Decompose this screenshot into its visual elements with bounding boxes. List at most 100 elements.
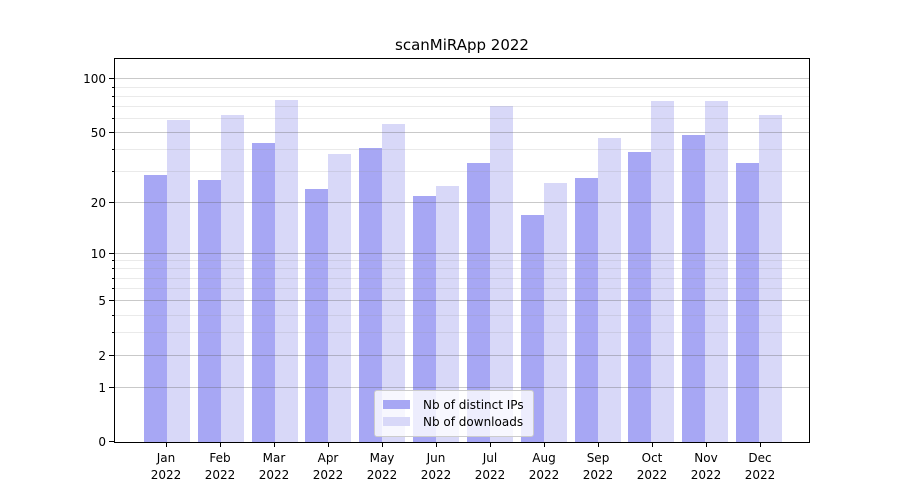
y-tick-mark-20 [109,201,114,203]
bar-group-feb [197,59,244,442]
y-minor-tick-mark-4 [111,314,114,316]
y-tick-mark-50 [109,132,114,134]
bar-dec-downloads [758,115,782,442]
y-tick-label-20: 20 [90,195,106,210]
x-tick-label-sep: Sep 2022 [575,443,621,483]
bar-sep-distinct-ips [574,177,598,442]
bar-nov-downloads [705,100,729,442]
bar-dec-distinct-ips [735,162,759,442]
y-minor-tick-mark-3 [111,332,114,334]
y-tick-mark-100 [109,78,114,80]
x-tick-label-apr: Apr 2022 [305,443,351,483]
bar-jun-distinct-ips [413,195,437,442]
y-tick-label-2: 2 [98,348,106,363]
legend-swatch-downloads [383,417,410,426]
x-tick-label-aug: Aug 2022 [521,443,567,483]
bar-feb-downloads [220,115,244,442]
y-minor-tick-mark-60 [111,118,114,119]
y-minor-tick-mark-90 [111,86,114,88]
x-tick-mark-feb [220,443,221,447]
x-tick-label-jul: Jul 2022 [467,443,513,483]
legend-swatch-distinct-ips [383,400,410,409]
y-minor-tick-mark-40 [111,149,114,151]
x-tick-label-dec: Dec 2022 [737,443,783,483]
x-tick-label-feb: Feb 2022 [197,443,243,483]
bars-layer [115,59,809,442]
bar-feb-distinct-ips [197,180,221,442]
bar-group-may [359,59,406,442]
bar-nov-distinct-ips [682,134,706,442]
x-tick-label-nov: Nov 2022 [683,443,729,483]
y-tick-label-50: 50 [90,126,106,141]
bar-group-dec [735,59,782,442]
y-tick-label-1: 1 [98,380,106,395]
bar-group-aug [520,59,567,442]
bar-group-jul [466,59,513,442]
bar-may-distinct-ips [359,148,383,442]
y-tick-mark-0 [109,441,114,442]
y-minor-tick-mark-8 [111,268,114,270]
x-tick-mark-sep [598,443,599,447]
y-minor-tick-mark-9 [111,260,114,262]
y-tick-mark-1 [109,386,114,388]
bar-mar-distinct-ips [251,142,275,442]
bar-group-oct [628,59,675,442]
bar-jul-downloads [489,106,513,442]
x-tick-mark-dec [760,443,761,447]
x-tick-mark-mar [274,443,275,447]
x-tick-mark-jul [490,443,491,447]
y-minor-tick-mark-30 [111,171,114,173]
y-tick-mark-5 [109,300,114,302]
x-tick-mark-nov [706,443,707,447]
legend: Nb of distinct IPs Nb of downloads [374,390,534,437]
legend-label-distinct-ips: Nb of distinct IPs [423,397,524,412]
x-tick-mark-jan [166,443,167,447]
bar-jul-distinct-ips [466,162,490,442]
legend-row-downloads: Nb of downloads [383,413,524,430]
bar-aug-distinct-ips [520,214,544,442]
bar-group-nov [682,59,729,442]
y-tick-label-100: 100 [83,72,106,87]
y-axis: 0 1 2 5 10 20 50 100 [0,58,114,448]
bar-jun-downloads [436,186,460,442]
y-tick-mark-10 [109,252,114,254]
bar-aug-downloads [543,183,567,442]
x-tick-mark-oct [652,443,653,447]
y-tick-mark-2 [109,354,114,356]
x-tick-mark-may [382,443,383,447]
bar-oct-downloads [651,100,675,442]
x-tick-mark-jun [436,443,437,447]
bar-oct-distinct-ips [628,152,652,442]
y-tick-label-10: 10 [90,246,106,261]
bar-may-downloads [382,124,406,442]
legend-label-downloads: Nb of downloads [423,414,524,429]
bar-group-apr [305,59,352,442]
y-tick-label-0: 0 [98,435,106,449]
x-tick-label-oct: Oct 2022 [629,443,675,483]
bar-group-sep [574,59,621,442]
x-axis: Jan 2022 Feb 2022 Mar 2022 Apr 2022 May 2022 Jun 20… [114,443,810,483]
y-minor-tick-mark-70 [111,106,114,108]
x-tick-label-may: May 2022 [359,443,405,483]
y-tick-label-5: 5 [98,294,106,309]
x-tick-label-mar: Mar 2022 [251,443,297,483]
y-minor-tick-mark-80 [111,95,114,97]
bar-group-jun [413,59,460,442]
bar-jan-distinct-ips [144,174,167,442]
bar-mar-downloads [274,99,298,442]
plot-area: Nb of distinct IPs Nb of downloads [114,58,810,443]
y-minor-tick-mark-7 [111,277,114,279]
x-tick-mark-apr [328,443,329,447]
bar-group-jan [144,59,190,442]
bar-group-mar [251,59,298,442]
bar-apr-distinct-ips [305,189,329,442]
legend-row-distinct-ips: Nb of distinct IPs [383,396,524,413]
x-tick-mark-aug [544,443,545,447]
bar-apr-downloads [328,154,352,442]
x-tick-label-jun: Jun 2022 [413,443,459,483]
chart-title: scanMiRApp 2022 [395,36,529,54]
bar-jan-downloads [167,120,190,442]
x-tick-label-jan: Jan 2022 [143,443,189,483]
y-minor-tick-mark-6 [111,288,114,290]
